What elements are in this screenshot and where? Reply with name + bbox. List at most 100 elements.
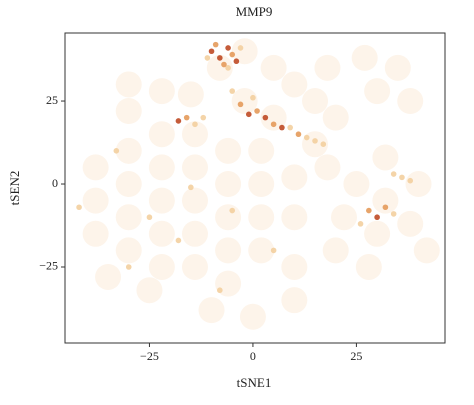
background-cell bbox=[115, 204, 142, 231]
cell-point bbox=[237, 101, 244, 108]
cell-point bbox=[229, 51, 236, 58]
axes-frame bbox=[64, 32, 446, 344]
cell-point bbox=[262, 114, 269, 121]
background-cell bbox=[351, 44, 378, 71]
background-cell bbox=[181, 121, 208, 148]
background-cell bbox=[115, 171, 142, 198]
background-cell bbox=[413, 237, 440, 264]
cell-point bbox=[221, 61, 227, 68]
background-cell bbox=[248, 137, 275, 164]
cell-point bbox=[183, 114, 190, 121]
cell-point bbox=[320, 141, 327, 147]
background-cell bbox=[248, 171, 275, 198]
background-cell bbox=[322, 104, 349, 131]
cell-point bbox=[250, 94, 256, 101]
cell-point bbox=[279, 124, 285, 131]
cell-point bbox=[192, 121, 198, 128]
background-cell bbox=[260, 54, 287, 81]
background-cell bbox=[82, 220, 109, 247]
background-cell bbox=[215, 171, 242, 198]
cell-point bbox=[200, 114, 207, 121]
cell-point bbox=[229, 207, 236, 214]
background-cell bbox=[281, 287, 308, 314]
background-cell bbox=[281, 71, 308, 98]
background-cell bbox=[148, 78, 175, 105]
cell-point bbox=[399, 174, 405, 181]
background-cell bbox=[372, 187, 399, 214]
cell-point bbox=[303, 134, 310, 141]
cell-point bbox=[175, 118, 182, 124]
cell-point bbox=[312, 138, 318, 144]
background-cell bbox=[239, 303, 266, 330]
cell-point bbox=[217, 287, 223, 294]
cell-point bbox=[76, 204, 82, 211]
background-cell bbox=[148, 187, 175, 214]
background-cell bbox=[364, 78, 391, 105]
cell-point bbox=[366, 207, 372, 214]
cell-point bbox=[229, 88, 236, 94]
y-axis-label: tSEN2 bbox=[7, 171, 22, 206]
cell-point bbox=[188, 184, 194, 191]
cell-point bbox=[204, 55, 211, 61]
background-cell bbox=[82, 187, 109, 214]
cell-point bbox=[374, 214, 380, 221]
background-cell bbox=[314, 54, 341, 81]
background-cell bbox=[405, 171, 432, 198]
background-cell bbox=[281, 204, 308, 231]
background-cell bbox=[215, 237, 242, 264]
background-cell bbox=[148, 154, 175, 181]
background-cell bbox=[115, 71, 142, 98]
background-cell bbox=[181, 220, 208, 247]
cell-point bbox=[237, 45, 244, 51]
background-cell bbox=[206, 54, 233, 81]
background-cell bbox=[148, 253, 175, 280]
background-cell bbox=[115, 97, 142, 124]
cell-point bbox=[125, 264, 132, 270]
background-cell bbox=[215, 137, 242, 164]
cell-point bbox=[295, 131, 302, 138]
background-cell bbox=[231, 38, 258, 65]
x-tick-label: −25 bbox=[140, 349, 159, 363]
background-cell bbox=[260, 104, 287, 131]
background-cell bbox=[215, 204, 242, 231]
background-cell bbox=[343, 171, 370, 198]
cell-point bbox=[390, 171, 397, 177]
background-cell bbox=[95, 263, 122, 290]
background-cell bbox=[355, 253, 382, 280]
cell-point bbox=[113, 148, 120, 154]
background-cell bbox=[115, 137, 142, 164]
background-cell bbox=[302, 88, 329, 115]
background-cell bbox=[322, 237, 349, 264]
y-tick-label: 0 bbox=[52, 176, 58, 190]
x-tick-label: 25 bbox=[350, 349, 362, 363]
background-cell bbox=[281, 164, 308, 191]
background-cell bbox=[384, 54, 411, 81]
background-cell bbox=[148, 121, 175, 148]
cell-point bbox=[254, 108, 260, 114]
cell-point bbox=[233, 58, 240, 65]
background-cell bbox=[397, 210, 424, 237]
cell-point bbox=[357, 221, 364, 227]
cell-point bbox=[245, 111, 252, 118]
background-cell bbox=[397, 88, 424, 115]
background-cell bbox=[181, 253, 208, 280]
x-axis-label: tSNE1 bbox=[237, 375, 272, 390]
cell-point bbox=[287, 124, 293, 131]
background-cell bbox=[198, 297, 225, 324]
cell-point bbox=[225, 65, 231, 71]
background-cell bbox=[314, 154, 341, 181]
cell-point bbox=[270, 247, 277, 254]
cell-point bbox=[390, 211, 397, 217]
background-cell bbox=[181, 187, 208, 214]
background-cell bbox=[231, 88, 258, 115]
cell-point bbox=[212, 41, 219, 48]
background-cell bbox=[248, 237, 275, 264]
y-tick-label: −25 bbox=[39, 259, 58, 273]
cell-point bbox=[217, 55, 223, 61]
cell-point bbox=[175, 237, 182, 244]
background-cell bbox=[281, 253, 308, 280]
background-cell bbox=[115, 237, 142, 264]
background-cell bbox=[330, 204, 357, 231]
background-cell bbox=[136, 277, 163, 304]
